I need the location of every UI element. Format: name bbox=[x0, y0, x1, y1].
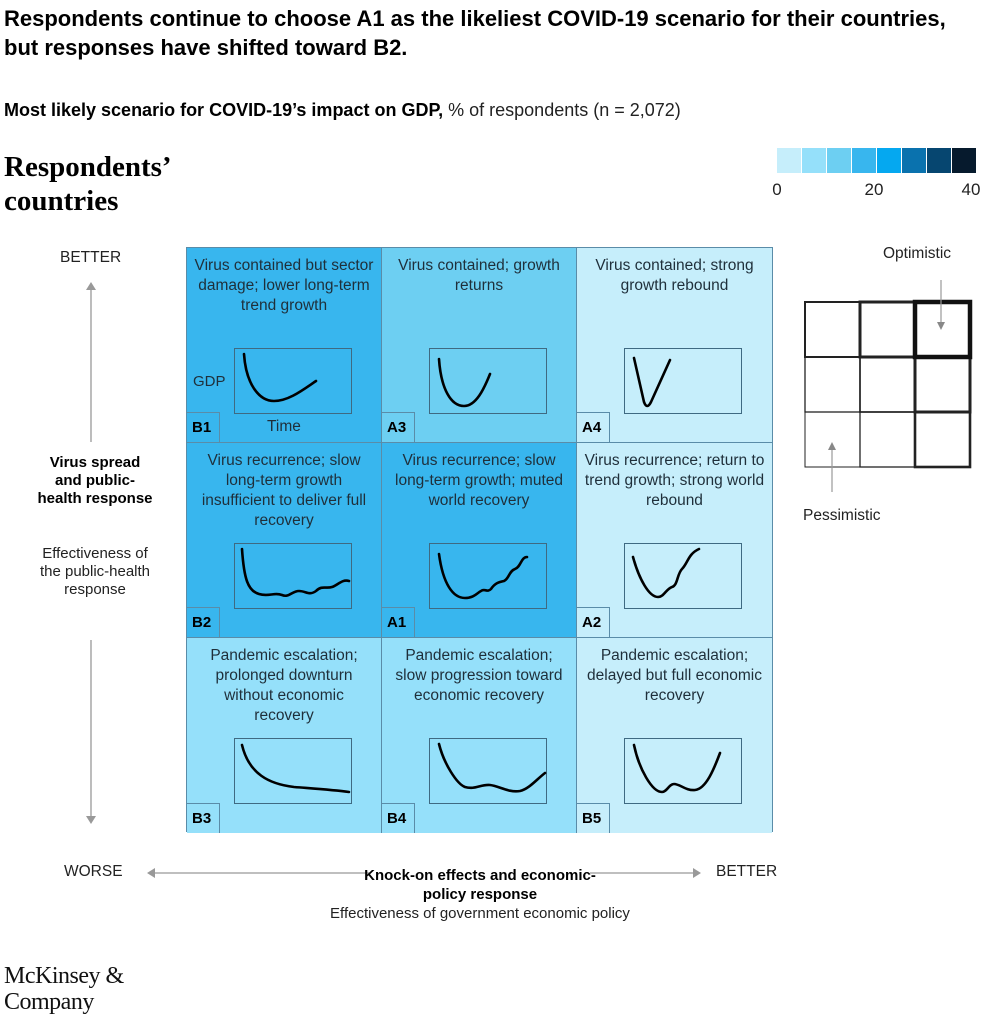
scenario-id-tag: A4 bbox=[577, 412, 610, 442]
scenario-description: Pandemic escalation; prolonged downturn … bbox=[210, 647, 358, 724]
sparkline-frame bbox=[624, 543, 742, 609]
legend-tick-label: 0 bbox=[772, 180, 782, 199]
legend-swatch bbox=[852, 148, 876, 173]
gdp-curve bbox=[240, 743, 351, 794]
gdp-curve bbox=[437, 357, 492, 408]
chart-subtitle: Most likely scenario for COVID-19’s impa… bbox=[4, 100, 681, 121]
sparkline-frame bbox=[429, 348, 547, 414]
sparkline-frame bbox=[429, 738, 547, 804]
scenario-description: Virus recurrence; return to trend growth… bbox=[584, 452, 765, 509]
sparkline-frame bbox=[429, 543, 547, 609]
mckinsey-logo: McKinsey & Company bbox=[4, 963, 174, 1015]
scenario-description: Virus contained but sector damage; lower… bbox=[194, 257, 374, 314]
gdp-curve bbox=[632, 356, 672, 408]
scenario-cell-a1: Virus recurrence; slow long-term growth;… bbox=[382, 443, 577, 638]
scenario-cell-b5: Pandemic escalation; delayed but full ec… bbox=[577, 638, 772, 833]
scenario-id-tag: B4 bbox=[382, 803, 415, 833]
gdp-sparkline bbox=[624, 738, 742, 804]
scenario-cell-b4: Pandemic escalation; slow progression to… bbox=[382, 638, 577, 833]
gdp-sparkline bbox=[234, 738, 352, 804]
legend-tick-label: 20 bbox=[864, 180, 884, 199]
x-axis-left-label: WORSE bbox=[64, 863, 123, 880]
gdp-sparkline bbox=[429, 348, 547, 414]
scenario-description: Virus recurrence; slow long-term growth;… bbox=[395, 452, 563, 509]
legend-swatch bbox=[952, 148, 976, 173]
sparkline-frame bbox=[234, 348, 352, 414]
scenario-id-tag: A1 bbox=[382, 607, 415, 637]
scenario-description: Pandemic escalation; delayed but full ec… bbox=[587, 647, 762, 704]
x-axis-right-label: BETTER bbox=[716, 863, 778, 880]
subtitle-rest: % of respondents (n = 2,072) bbox=[443, 100, 681, 120]
legend-swatch bbox=[777, 148, 801, 173]
x-axis-arrows bbox=[147, 868, 701, 878]
scenario-id-tag: B2 bbox=[187, 607, 220, 637]
scenario-id-tag: B3 bbox=[187, 803, 220, 833]
scenario-description: Virus recurrence; slow long-term growth … bbox=[201, 452, 367, 529]
gdp-sparkline bbox=[429, 738, 547, 804]
scenario-cell-b3: Pandemic escalation; prolonged downturn … bbox=[187, 638, 382, 833]
legend-swatch bbox=[827, 148, 851, 173]
subtitle-bold: Most likely scenario for COVID-19’s impa… bbox=[4, 100, 444, 120]
time-axis-label: Time bbox=[267, 418, 301, 435]
x-axis-title: Knock-on effects and economic-policy res… bbox=[364, 867, 596, 903]
gdp-curve bbox=[632, 743, 722, 794]
legend-swatch bbox=[802, 148, 826, 173]
scenario-cell-a4: Virus contained; strong growth rebound A4 bbox=[577, 248, 772, 443]
sparkline-frame bbox=[624, 348, 742, 414]
gdp-sparkline bbox=[429, 543, 547, 609]
pessimistic-label: Pessimistic bbox=[803, 507, 881, 524]
gdp-sparkline bbox=[624, 348, 742, 414]
scenario-description: Virus contained; strong growth rebound bbox=[595, 257, 754, 294]
gdp-curve bbox=[242, 352, 318, 403]
scenario-description: Virus contained; growth returns bbox=[398, 257, 560, 294]
y-axis-subtitle: Effectiveness of the public-health respo… bbox=[39, 545, 151, 598]
gdp-sparkline bbox=[234, 543, 352, 609]
scenario-description: Pandemic escalation; slow progression to… bbox=[395, 647, 563, 704]
legend-swatch bbox=[902, 148, 926, 173]
gdp-curve bbox=[631, 547, 701, 599]
scenario-cell-a2: Virus recurrence; return to trend growth… bbox=[577, 443, 772, 638]
scenario-cell-b1: Virus contained but sector damage; lower… bbox=[187, 248, 382, 443]
logo-text: McKinsey & Company bbox=[4, 963, 124, 1015]
y-axis-top-label: BETTER bbox=[60, 249, 122, 266]
x-axis-subtitle: Effectiveness of government economic pol… bbox=[330, 905, 630, 922]
gdp-curve bbox=[437, 742, 547, 793]
legend-swatch bbox=[927, 148, 951, 173]
optimistic-label: Optimistic bbox=[883, 245, 952, 262]
gdp-axis-label: GDP bbox=[193, 373, 226, 390]
gdp-curve bbox=[437, 552, 529, 600]
y-axis-arrows bbox=[86, 282, 96, 824]
scenario-id-tag: A2 bbox=[577, 607, 610, 637]
section-heading: Respondents’ countries bbox=[4, 151, 170, 217]
gdp-sparkline bbox=[624, 543, 742, 609]
gdp-curve bbox=[240, 547, 351, 597]
sparkline-frame bbox=[624, 738, 742, 804]
sparkline-frame bbox=[234, 738, 352, 804]
scenario-grid: Virus contained but sector damage; lower… bbox=[186, 247, 773, 833]
sparkline-frame bbox=[234, 543, 352, 609]
gdp-sparkline bbox=[234, 348, 352, 414]
scenario-cell-a3: Virus contained; growth returns A3 bbox=[382, 248, 577, 443]
y-axis-title: Virus spread and public-health response bbox=[37, 454, 153, 507]
scenario-key-grid bbox=[804, 280, 973, 492]
scenario-cell-b2: Virus recurrence; slow long-term growth … bbox=[187, 443, 382, 638]
scenario-id-tag: B1 bbox=[187, 412, 220, 442]
scenario-id-tag: A3 bbox=[382, 412, 415, 442]
scenario-id-tag: B5 bbox=[577, 803, 610, 833]
legend-swatch bbox=[877, 148, 901, 173]
legend-tick-label: 40 bbox=[961, 180, 981, 199]
chart-title: Respondents continue to choose A1 as the… bbox=[4, 6, 946, 60]
